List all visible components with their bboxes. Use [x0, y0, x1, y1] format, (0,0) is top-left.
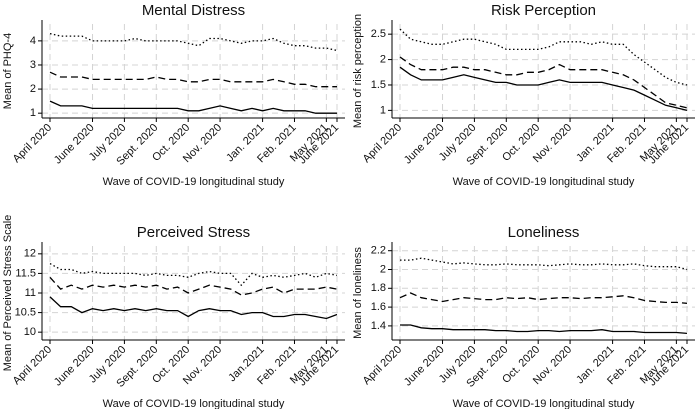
- x-tick-label: June 2020: [52, 122, 97, 167]
- y-tick-label: 11: [25, 287, 36, 299]
- series-line: [49, 263, 338, 287]
- y-tick-label: 1: [30, 107, 36, 119]
- panel-title: Risk Perception: [491, 2, 596, 19]
- x-axis-label: Wave of COVID-19 longitudinal study: [103, 398, 285, 409]
- series-line: [399, 66, 688, 112]
- y-tick-label: 11.5: [15, 267, 36, 279]
- y-tick-label: 1.4: [371, 320, 386, 332]
- y-tick-label: 2.2: [371, 245, 386, 257]
- series-line: [49, 100, 337, 114]
- y-axis-label: Mean of PHQ-4: [2, 33, 14, 109]
- y-tick-label: 2: [380, 53, 386, 65]
- series-line: [49, 276, 338, 296]
- y-tick-label: 2: [380, 263, 386, 275]
- y-axis-label: Mean of risk perception: [352, 14, 364, 128]
- x-axis-label: Wave of COVID-19 longitudinal study: [453, 398, 635, 409]
- x-tick-label: April 2020: [11, 344, 55, 388]
- y-tick-label: 1.5: [371, 79, 386, 91]
- series-line: [49, 32, 338, 52]
- series-line: [49, 71, 337, 88]
- x-axis-label: Wave of COVID-19 longitudinal study: [453, 176, 635, 188]
- panel-title: Perceived Stress: [137, 224, 250, 241]
- x-tick-label: June 2020: [402, 122, 447, 167]
- panel-title: Mental Distress: [142, 2, 245, 19]
- y-tick-label: 2.5: [371, 28, 386, 40]
- y-axis-label: Mean of Perceived Stress Scale: [2, 215, 14, 372]
- x-tick-label: April 2020: [11, 122, 55, 166]
- series-line: [49, 296, 338, 320]
- y-tick-label: 1.6: [371, 301, 386, 313]
- y-tick-label: 10: [24, 326, 36, 338]
- panel-title: Loneliness: [508, 224, 580, 241]
- series-line: [399, 56, 688, 109]
- y-tick-label: 2: [30, 83, 36, 95]
- y-tick-label: 4: [30, 35, 36, 47]
- y-tick-label: 10.5: [15, 306, 36, 318]
- x-tick-label: June 2020: [402, 344, 447, 389]
- y-axis-label: Mean of loneliness: [352, 247, 364, 339]
- y-tick-label: 1.8: [371, 282, 386, 294]
- series-line: [400, 324, 688, 335]
- series-line: [399, 292, 688, 304]
- series-line: [400, 257, 688, 271]
- series-line: [399, 28, 688, 86]
- x-tick-label: April 2020: [361, 122, 405, 166]
- x-tick-label: April 2020: [361, 344, 405, 388]
- x-tick-label: June 2020: [52, 344, 97, 389]
- y-tick-label: 12: [24, 248, 36, 260]
- y-tick-label: 3: [30, 59, 36, 71]
- y-tick-label: 1: [380, 104, 386, 116]
- x-axis-label: Wave of COVID-19 longitudinal study: [103, 176, 285, 188]
